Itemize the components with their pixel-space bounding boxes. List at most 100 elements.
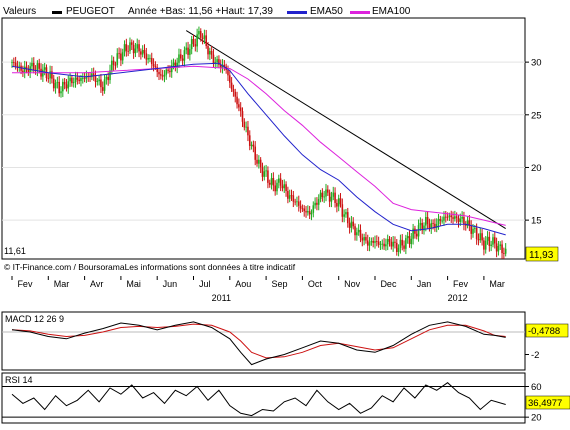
candle-body (448, 215, 451, 217)
candle-body (490, 244, 492, 246)
candle-body (359, 229, 362, 238)
macd-y-tick-label: -2 (531, 350, 539, 361)
candle-body (457, 217, 460, 222)
candle-body (281, 185, 284, 189)
candle-body (452, 217, 454, 219)
candle-body (65, 84, 68, 89)
candle-body (385, 244, 387, 247)
candle-body (316, 202, 318, 205)
candle-body (274, 185, 276, 192)
candle-body (129, 42, 131, 52)
candle-body (22, 70, 24, 73)
candle-body (118, 53, 120, 55)
candle-body (310, 212, 313, 215)
candle-body (408, 236, 411, 245)
price-grid (2, 61, 525, 221)
month-label: Mai (126, 279, 141, 289)
candle-body (67, 81, 70, 89)
candle-body (343, 214, 345, 217)
year-label: 2012 (448, 293, 468, 303)
candle-body (130, 42, 133, 45)
month-label: Mar (54, 279, 70, 289)
candle-body (475, 227, 478, 240)
candle-body (370, 241, 373, 243)
candle-body (214, 62, 217, 64)
candle-body (334, 192, 336, 203)
candle-body (319, 192, 322, 199)
candle-body (190, 38, 193, 50)
month-label: Sep (272, 279, 288, 289)
candle-body (181, 58, 184, 61)
year-label: 2011 (212, 293, 231, 303)
candle-body (278, 178, 280, 183)
candle-body (341, 204, 344, 217)
candle-body (199, 31, 202, 38)
candle-body (23, 66, 26, 73)
candle-body (399, 239, 402, 248)
candle-body (52, 78, 55, 89)
candle-body (243, 121, 246, 128)
candle-body (479, 233, 482, 241)
candle-body (419, 222, 422, 226)
candle-body (105, 76, 108, 80)
candle-body (143, 49, 146, 54)
candle-body (101, 87, 104, 91)
candle-body (303, 208, 306, 212)
candle-body (290, 195, 293, 197)
candle-body (250, 144, 253, 146)
candle-body (149, 57, 151, 59)
candle-body (296, 201, 298, 203)
candle-body (368, 242, 371, 246)
candle-body (435, 224, 438, 229)
price-y-tick-label: 25 (531, 110, 542, 121)
candle-body (96, 81, 99, 82)
candle-body (80, 77, 82, 82)
candle-body (497, 246, 500, 252)
price-panel-frame (1, 17, 526, 260)
candle-body (299, 205, 302, 209)
month-label: Fev (17, 279, 33, 289)
candle-body (477, 239, 480, 241)
candle-body (36, 63, 39, 71)
ema100-legend-swatch (350, 11, 370, 14)
candle-body (252, 144, 255, 147)
price-candles (11, 26, 507, 259)
last-price-label: 11,93 (529, 250, 554, 261)
candle-body (27, 68, 30, 73)
rsi-last-value: 36,4977 (528, 398, 562, 409)
candle-body (265, 170, 267, 172)
candle-body (169, 70, 171, 73)
stock-name: PEUGEOT (66, 6, 115, 17)
candle-body (212, 54, 215, 64)
candle-body (263, 171, 266, 177)
candle-body (426, 217, 429, 224)
candle-body (488, 236, 491, 246)
candle-body (62, 81, 64, 92)
candle-body (363, 237, 365, 241)
month-label: Jun (163, 279, 178, 289)
candle-body (366, 240, 369, 246)
candle-body (167, 69, 169, 71)
candle-body (201, 37, 204, 39)
candle-body (154, 66, 157, 68)
month-label: Jan (417, 279, 432, 289)
candle-body (69, 77, 71, 82)
candle-body (78, 79, 80, 82)
candle-body (18, 65, 21, 67)
candle-body (283, 184, 286, 189)
candle-body (132, 44, 135, 54)
month-label: Aou (235, 279, 251, 289)
candle-body (71, 77, 73, 84)
rsi-y-tick-label: 60 (531, 382, 542, 393)
candle-body (330, 196, 333, 202)
candle-body (210, 51, 213, 55)
candle-body (314, 202, 316, 206)
candle-body (268, 182, 271, 185)
candle-body (410, 238, 413, 245)
range-text: Année +Bas: 11,56 +Haut: 17,39 (128, 6, 273, 17)
candle-body (32, 62, 35, 70)
candle-body (395, 242, 398, 252)
candle-body (125, 44, 128, 51)
month-label: Fev (453, 279, 469, 289)
